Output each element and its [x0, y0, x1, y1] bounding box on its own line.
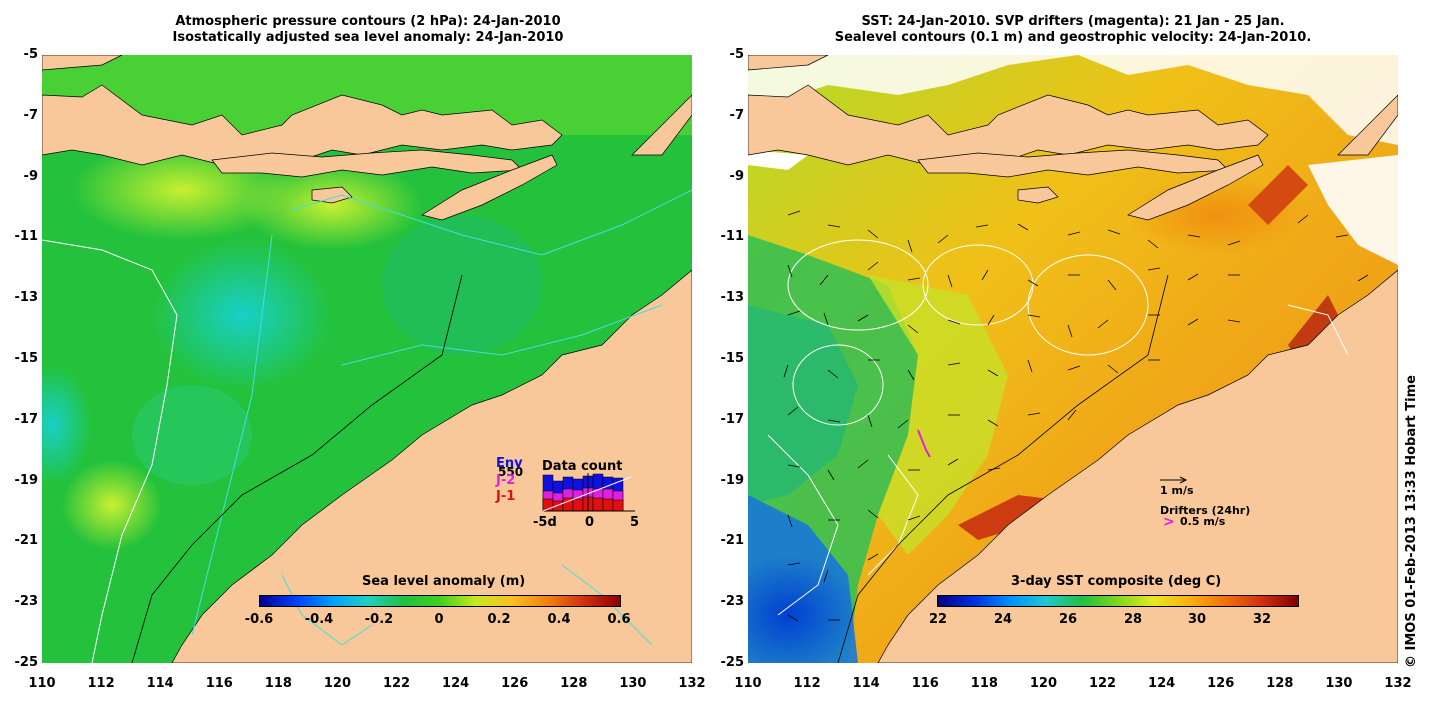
sumba-island	[311, 186, 353, 204]
right-lon-tick: 122	[1088, 676, 1117, 691]
sla-colorbar-title: Sea level anomaly (m)	[362, 574, 526, 589]
sea-level-anomaly-map[interactable]	[42, 55, 692, 663]
data-count-xtick: 0	[585, 515, 595, 530]
right-lon-tick: 130	[1325, 676, 1353, 691]
left-lon-tick: 130	[619, 676, 647, 691]
left-lat-tick: -19	[14, 472, 39, 488]
right-lon-tick: 128	[1266, 676, 1294, 691]
left-lat-tick: -23	[14, 594, 39, 610]
left-lon-tick: 122	[382, 676, 411, 691]
drifters-arrow: >	[1163, 514, 1175, 530]
left-lon-tick: 126	[501, 676, 529, 691]
sst-tick: 32	[1252, 612, 1272, 627]
right-title-line1: SST: 24-Jan-2010. SVP drifters (magenta)…	[861, 14, 1285, 29]
sumba-island	[1017, 186, 1059, 204]
left-lon-tick: 120	[323, 676, 352, 691]
left-lon-tick: 116	[205, 676, 233, 691]
sla-colorbar	[259, 595, 621, 607]
sla-tick: 0.6	[607, 612, 631, 627]
data-count-bars	[542, 473, 635, 512]
velocity-scale-arrow	[1160, 476, 1188, 484]
sst-tick: 24	[993, 612, 1013, 627]
left-lat-tick: -17	[14, 411, 39, 427]
right-lon-tick: 116	[911, 676, 939, 691]
right-lat-tick: -19	[720, 472, 745, 488]
left-lat-tick: -25	[14, 655, 39, 670]
right-lon-tick: 118	[970, 676, 998, 691]
legend-env: Env	[496, 456, 523, 471]
drifters-label: Drifters (24hr)	[1160, 504, 1251, 517]
java-island-chain	[748, 84, 1269, 166]
right-lon-tick: 126	[1207, 676, 1235, 691]
timor-island	[1127, 154, 1264, 221]
sst-tick: 28	[1123, 612, 1143, 627]
right-lon-tick: 110	[734, 676, 762, 691]
right-lat-tick: -17	[720, 411, 745, 427]
right-lat-tick: -9	[729, 168, 744, 184]
left-lon-tick: 110	[28, 676, 56, 691]
right-lat-tick: -11	[720, 229, 745, 245]
right-lon-tick: 112	[793, 676, 821, 691]
left-lat-tick: -11	[14, 229, 39, 245]
lesser-sunda-islands	[211, 149, 523, 178]
left-lon-tick: 128	[560, 676, 588, 691]
right-lat-tick: -5	[729, 47, 744, 62]
sst-map-svg	[748, 55, 1398, 663]
right-lon-tick: 124	[1148, 676, 1176, 691]
left-lat-tick: -15	[14, 351, 39, 366]
data-count-title: Data count	[542, 459, 623, 474]
sla-tick: -0.2	[364, 612, 394, 627]
sst-map[interactable]	[748, 55, 1398, 663]
legend-j1: J-1	[496, 489, 516, 504]
right-lon-tick: 132	[1384, 676, 1412, 691]
velocity-scale-label: 1 m/s	[1160, 484, 1194, 497]
data-count-xtick: -5d	[533, 515, 557, 530]
sla-tick: 0	[434, 612, 444, 627]
right-lon-tick: 120	[1029, 676, 1058, 691]
imos-credit: © IMOS 01-Feb-2013 13:33 Hobart Time	[1404, 375, 1419, 668]
timor-island	[421, 154, 558, 221]
right-lat-tick: -23	[720, 594, 745, 610]
left-lon-tick: 132	[678, 676, 706, 691]
sst-tick: 22	[928, 612, 948, 627]
left-lat-tick: -5	[23, 47, 38, 62]
velocity-arrows	[783, 210, 1369, 622]
right-lat-tick: -7	[729, 107, 744, 123]
left-lat-tick: -21	[14, 533, 39, 549]
left-lon-tick: 118	[264, 676, 292, 691]
right-lat-tick: -25	[720, 655, 745, 670]
left-title-line1: Atmospheric pressure contours (2 hPa): 2…	[175, 14, 561, 29]
sst-colorbar	[937, 595, 1299, 607]
right-lat-tick: -13	[720, 290, 745, 306]
legend-550: 550	[498, 465, 524, 479]
sla-tick: -0.6	[244, 612, 274, 627]
left-lon-tick: 112	[87, 676, 115, 691]
data-count-xtick: 5	[630, 515, 640, 530]
left-lon-tick: 124	[442, 676, 470, 691]
right-lat-tick: -21	[720, 533, 745, 549]
left-lon-tick: 114	[146, 676, 174, 691]
left-lat-tick: -7	[23, 107, 38, 123]
australia-landmass	[171, 269, 692, 663]
sla-tick: 0.2	[487, 612, 511, 627]
sla-map-svg	[42, 55, 692, 663]
left-title-line2: Isostatically adjusted sea level anomaly…	[172, 30, 564, 45]
right-lat-tick: -15	[720, 351, 745, 366]
legend-j2: J-2	[496, 473, 516, 488]
right-lon-tick: 114	[852, 676, 880, 691]
sla-tick: -0.4	[304, 612, 334, 627]
sst-tick: 30	[1187, 612, 1207, 627]
left-lat-tick: -13	[14, 290, 39, 306]
lesser-sunda-islands	[917, 149, 1229, 178]
sst-colorbar-title: 3-day SST composite (deg C)	[1011, 574, 1222, 589]
drifters-scale-label: 0.5 m/s	[1180, 515, 1226, 528]
sla-tick: 0.4	[547, 612, 571, 627]
left-lat-tick: -9	[23, 168, 38, 184]
java-island-chain	[42, 84, 563, 166]
australia-landmass	[877, 269, 1398, 663]
sst-tick: 26	[1058, 612, 1078, 627]
right-title-line2: Sealevel contours (0.1 m) and geostrophi…	[834, 30, 1312, 45]
